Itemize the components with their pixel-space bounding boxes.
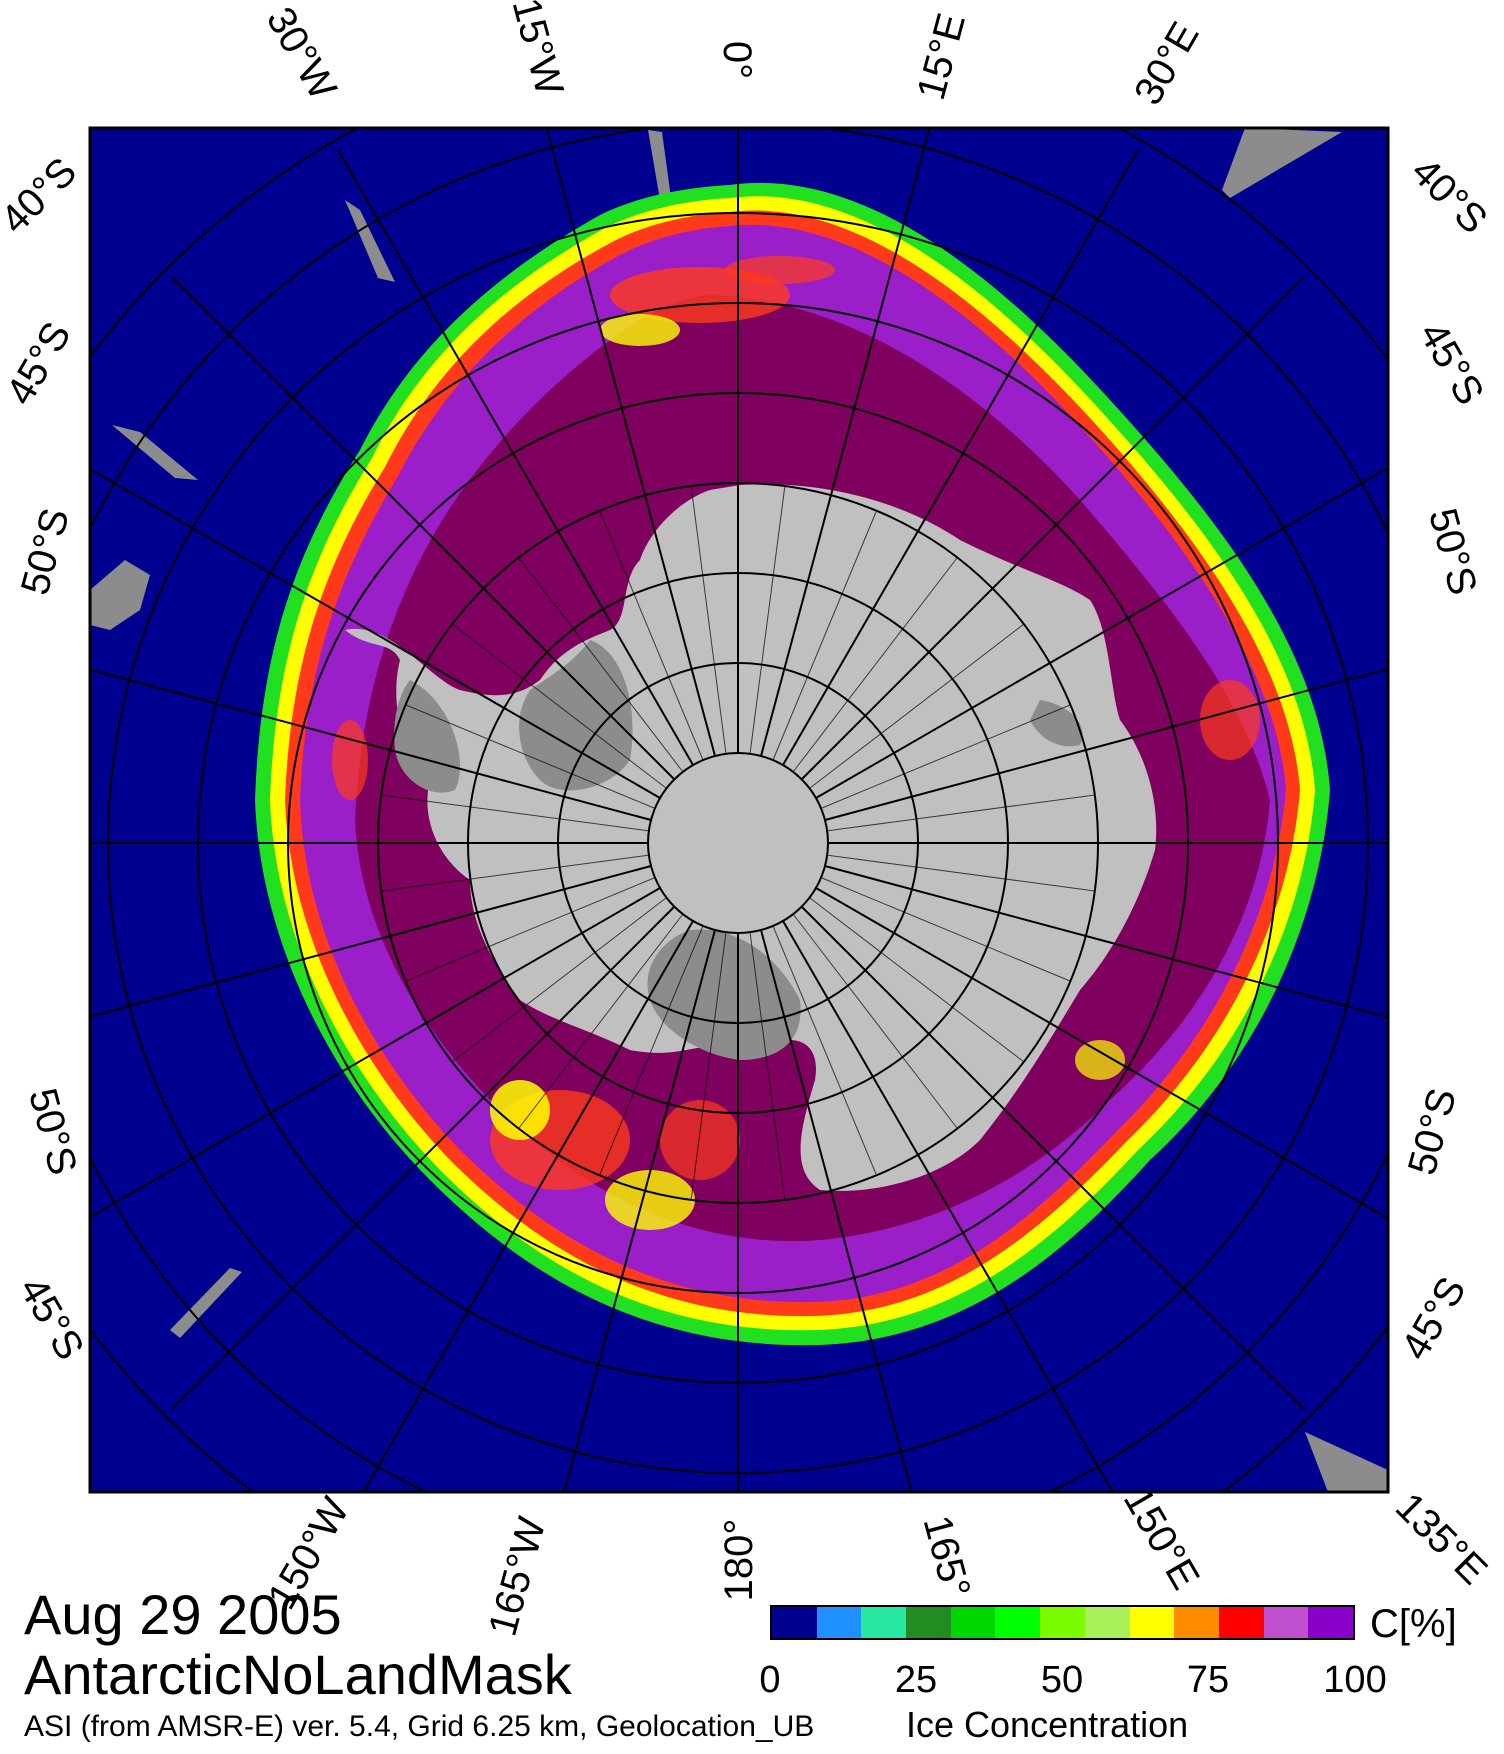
lat-label-left: 40°S [0, 149, 85, 242]
colorbar-segment [1040, 1607, 1085, 1638]
lon-label-bottom: 180° [717, 1519, 761, 1602]
island-shape [112, 425, 198, 480]
colorbar-tick-label: 0 [759, 1659, 781, 1701]
lat-label-left: 50°S [20, 1084, 85, 1180]
island-shape [90, 560, 150, 630]
colorbar-segment [1084, 1607, 1130, 1638]
colorbar-segment [1129, 1607, 1175, 1638]
lat-label-right: 40°S [1403, 149, 1496, 242]
colorbar-tick-label: 50 [1040, 1659, 1084, 1701]
island-shape [1305, 1432, 1388, 1492]
product-title: Ice Concentration [906, 1704, 1189, 1745]
ice-patch [332, 720, 368, 800]
lon-label-top: 30°E [1126, 15, 1208, 112]
lon-label-bottom: 165° [915, 1511, 979, 1602]
island-shape [345, 200, 395, 282]
lon-label-top: 30°W [258, 0, 345, 107]
colorbar-segment [1308, 1607, 1353, 1638]
island-shape [1222, 128, 1342, 198]
inner-meridian-lines [380, 484, 1096, 1202]
data-source-note: ASI (from AMSR-E) ver. 5.4, Grid 6.25 km… [24, 1710, 815, 1743]
colorbar-segment [1263, 1607, 1309, 1638]
lat-label-left: 45°S [10, 1270, 92, 1367]
lat-label-left: 45°S [0, 315, 80, 412]
map-frame [88, 126, 1390, 1494]
dataset-name: AntarcticNoLandMask [24, 1643, 572, 1706]
ice-patch [600, 314, 680, 346]
ice-patch [1075, 1040, 1125, 1080]
lon-label-bottom: 165°W [481, 1513, 555, 1641]
lat-label-left: 50°S [13, 504, 78, 600]
lon-label-top: 0° [715, 41, 759, 79]
colorbar-tick-label: 75 [1186, 1659, 1230, 1701]
colorbar-segment [906, 1607, 951, 1638]
lon-label-bottom: 135°E [1387, 1485, 1495, 1593]
ice-shelf-ronne-filchner [519, 640, 633, 791]
colorbar-segment [1174, 1607, 1219, 1638]
meridian-lines [90, 128, 1388, 1492]
ice-patch [1200, 680, 1260, 760]
colorbar-legend [770, 1605, 1355, 1640]
colorbar-segment [1218, 1607, 1264, 1638]
island-shape [170, 1268, 242, 1338]
lat-label-right: 45°S [1410, 315, 1492, 412]
ice-patch [490, 1080, 550, 1140]
lat-label-right: 50°S [1420, 504, 1485, 600]
lon-label-bottom: 150°E [1115, 1480, 1208, 1597]
ice-shelf-amery [1030, 700, 1083, 747]
ice-patch [725, 256, 835, 284]
antarctica-land [345, 484, 1157, 1191]
colorbar-segment [861, 1607, 907, 1638]
lon-label-top: 15°W [504, 0, 572, 100]
lon-label-top: 15°E [909, 9, 974, 105]
ice-patch [605, 1170, 695, 1230]
island-shape [648, 130, 672, 205]
colorbar-segment [995, 1607, 1041, 1638]
lat-label-right: 45°S [1393, 1270, 1475, 1367]
colorbar-unit: C[%] [1370, 1602, 1457, 1646]
colorbar-segment [816, 1607, 862, 1638]
lat-label-right: 50°S [1400, 1084, 1465, 1180]
colorbar-tick-label: 25 [894, 1659, 938, 1701]
colorbar-segment [772, 1607, 817, 1638]
ice-patch [660, 1100, 740, 1180]
colorbar-tick-label: 100 [1323, 1659, 1387, 1701]
map-date: Aug 29 2005 [24, 1583, 342, 1646]
colorbar-segment [950, 1607, 996, 1638]
